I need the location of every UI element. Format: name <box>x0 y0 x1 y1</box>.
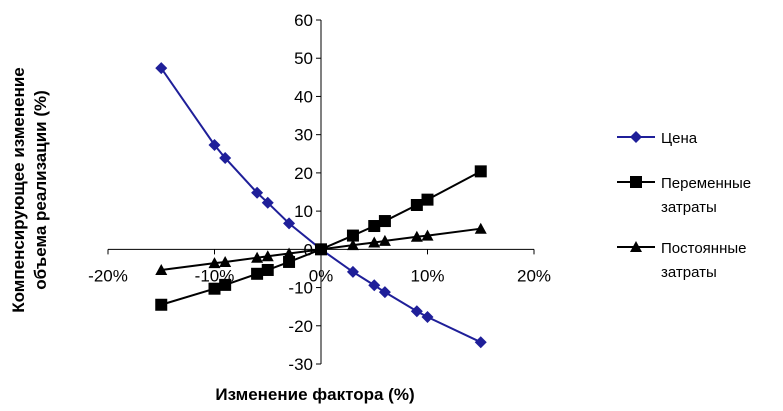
data-point-fixed-costs <box>368 236 381 248</box>
data-point-price <box>251 186 264 199</box>
legend-label: затраты <box>661 264 717 281</box>
legend-item-price: Цена <box>617 130 698 147</box>
data-point-variable-costs <box>251 267 264 280</box>
data-point-fixed-costs <box>261 250 274 262</box>
legend-marker <box>630 176 642 188</box>
data-point-price <box>378 286 391 299</box>
data-point-fixed-costs <box>283 247 296 259</box>
legend: Цена Переменные затраты Постоянные затраты <box>617 130 751 281</box>
data-point-price <box>474 336 487 349</box>
y-tick-label: 50 <box>294 49 313 68</box>
legend-label: Цена <box>661 130 698 147</box>
y-tick-label: 10 <box>294 202 313 221</box>
data-point-price <box>283 217 296 230</box>
legend-item-fixed-costs: Постоянные затраты <box>617 240 746 281</box>
data-point-fixed-costs <box>378 234 391 246</box>
y-tick-label: -10 <box>288 279 313 298</box>
y-tick-label: 20 <box>294 164 313 183</box>
y-tick-label: -20 <box>288 317 313 336</box>
data-point-variable-costs <box>283 255 296 268</box>
data-point-variable-costs <box>155 298 168 311</box>
legend-label: Переменные <box>661 175 751 192</box>
data-point-fixed-costs <box>219 255 232 267</box>
data-point-variable-costs <box>208 282 221 295</box>
legend-item-variable-costs: Переменные затраты <box>617 175 751 216</box>
legend-label: затраты <box>661 199 717 216</box>
data-point-fixed-costs <box>474 222 487 234</box>
data-point-price <box>346 265 359 278</box>
x-tick-label: 10% <box>410 266 444 285</box>
data-point-variable-costs <box>410 198 423 211</box>
data-point-fixed-costs <box>208 257 221 269</box>
data-point-price <box>368 279 381 292</box>
y-tick-label: 30 <box>294 126 313 145</box>
x-tick-label: 20% <box>517 266 551 285</box>
data-point-price <box>261 196 274 209</box>
data-point-variable-costs <box>368 220 381 233</box>
series-fixed-costs <box>155 222 487 275</box>
data-point-price <box>155 62 168 75</box>
y-tick-label: 60 <box>294 11 313 30</box>
legend-label: Постоянные <box>661 240 746 257</box>
legend-marker <box>630 241 642 252</box>
data-point-variable-costs <box>261 263 274 276</box>
data-point-price <box>219 151 232 164</box>
x-tick-label: 0% <box>309 266 334 285</box>
data-point-fixed-costs <box>410 230 423 242</box>
x-axis-title: Изменение фактора (%) <box>215 385 414 404</box>
data-point-variable-costs <box>378 215 391 228</box>
y-axis-title-line-1: Компенсирующее изменение <box>9 67 28 313</box>
legend-marker <box>630 131 642 143</box>
data-point-variable-costs <box>421 193 434 206</box>
y-tick-label: -30 <box>288 355 313 374</box>
data-point-price <box>208 138 221 151</box>
data-point-fixed-costs <box>346 239 359 251</box>
data-point-price <box>421 310 434 323</box>
data-point-variable-costs <box>346 229 359 242</box>
data-point-fixed-costs <box>155 263 168 275</box>
x-tick-label: -20% <box>88 266 128 285</box>
data-point-fixed-costs <box>421 229 434 241</box>
data-point-variable-costs <box>474 165 487 178</box>
data-point-price <box>410 305 423 318</box>
y-tick-label: 40 <box>294 87 313 106</box>
data-point-variable-costs <box>219 278 232 291</box>
data-point-fixed-costs <box>251 251 264 263</box>
y-tick-label: 0 <box>304 240 313 259</box>
y-axis-title-line-2: объема реализации (%) <box>31 90 50 290</box>
series-layer <box>155 62 487 349</box>
data-point-fixed-costs <box>315 243 327 255</box>
